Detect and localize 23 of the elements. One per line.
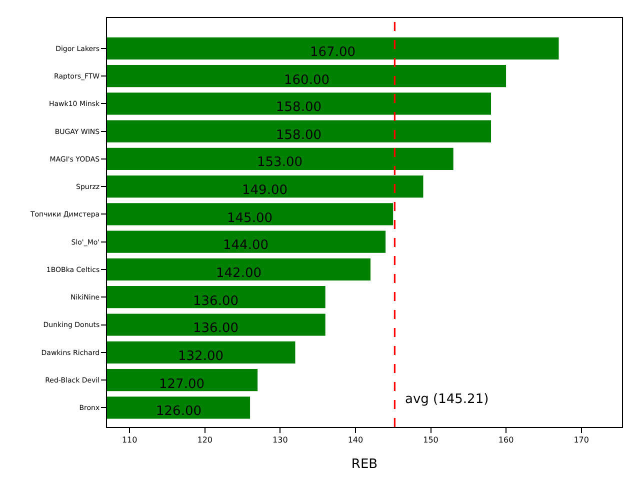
x-axis-title: REB [351, 457, 378, 472]
data-label: 149.00 [242, 183, 288, 198]
data-label: 142.00 [216, 266, 262, 281]
x-tick-label: 120 [197, 436, 213, 445]
x-tick-label: 130 [272, 436, 288, 445]
data-label: 127.00 [159, 377, 204, 392]
data-label: 136.00 [193, 294, 238, 309]
x-tick-label: 170 [574, 436, 589, 445]
data-label: 136.00 [193, 321, 238, 336]
data-label: 160.00 [284, 73, 330, 88]
x-tick-label: 140 [348, 436, 364, 445]
data-label: 158.00 [276, 128, 322, 143]
x-tick-label: 150 [423, 436, 438, 445]
ref-line-label: avg (145.21) [405, 392, 489, 407]
data-label: 145.00 [227, 211, 272, 226]
data-label: 153.00 [257, 155, 302, 170]
data-label: 144.00 [223, 238, 268, 253]
data-label: 167.00 [310, 45, 356, 60]
data-label: 158.00 [276, 100, 322, 115]
x-tick-label: 110 [122, 436, 138, 445]
x-tick-label: 160 [498, 436, 514, 445]
data-label: 126.00 [156, 404, 202, 419]
data-label: 132.00 [178, 349, 224, 364]
